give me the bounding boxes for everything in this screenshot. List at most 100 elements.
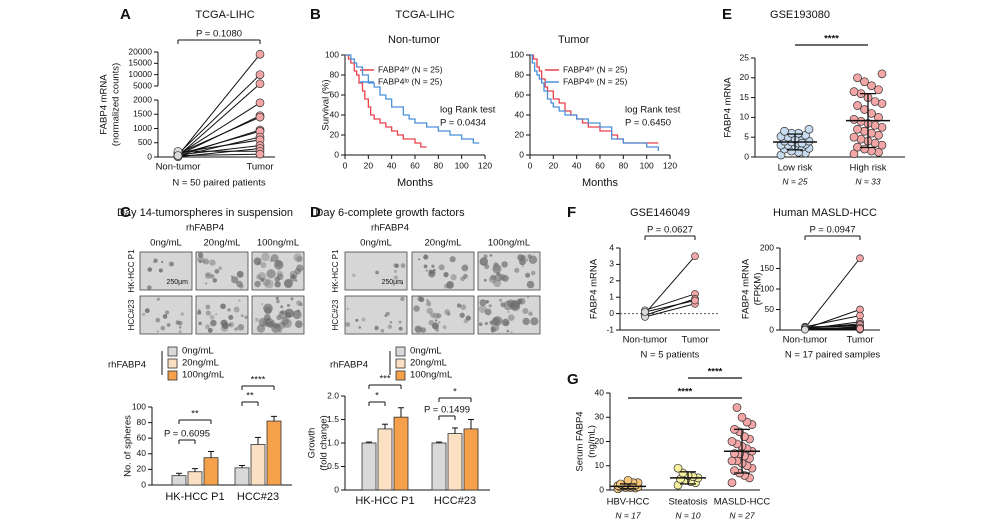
sphere bbox=[175, 320, 180, 325]
panel-title: TCGA-LIHC bbox=[395, 9, 454, 21]
sphere bbox=[209, 259, 216, 266]
sphere bbox=[423, 254, 429, 260]
sphere bbox=[436, 313, 442, 319]
sphere bbox=[147, 285, 152, 290]
data-point bbox=[856, 324, 864, 333]
legend-swatch bbox=[395, 346, 406, 357]
bar bbox=[171, 475, 187, 486]
sphere bbox=[256, 324, 266, 333]
y-tick-label: 20 bbox=[740, 72, 750, 82]
data-point bbox=[860, 77, 869, 87]
y-tick-label: 0 bbox=[334, 484, 339, 494]
sphere bbox=[220, 303, 226, 310]
panel-letter: E bbox=[722, 6, 732, 23]
sphere bbox=[447, 312, 451, 316]
sphere bbox=[510, 331, 513, 334]
panel-title: Day 14-tumorspheres in suspension bbox=[117, 207, 293, 219]
sphere bbox=[490, 274, 497, 281]
legend-title: rhFABP4 bbox=[330, 360, 368, 371]
x-axis-label: Months bbox=[397, 177, 434, 189]
significance-label: P = 0.6095 bbox=[164, 429, 210, 440]
sphere bbox=[263, 314, 271, 321]
y-axis-label: No. of spheres bbox=[123, 415, 134, 477]
sphere bbox=[231, 276, 239, 284]
data-point bbox=[727, 437, 737, 446]
legend-label: FABP4ˡᵒ (N = 25) bbox=[378, 76, 442, 86]
legend-label: FABP4ʰⁱ (N = 25) bbox=[563, 64, 628, 74]
y-tick-label: 0 bbox=[769, 324, 774, 334]
y-axis-label: FABP4 mRNA bbox=[741, 258, 752, 319]
sphere bbox=[274, 281, 281, 288]
sphere bbox=[423, 264, 428, 269]
x-tick-label: 40 bbox=[387, 160, 397, 170]
data-point bbox=[853, 101, 862, 110]
y-tick-label: 60 bbox=[137, 432, 147, 442]
row-label: HK-HCC P1 bbox=[331, 249, 340, 293]
y-tick-label: 0 bbox=[599, 484, 604, 494]
sphere bbox=[233, 306, 240, 313]
sphere bbox=[202, 261, 206, 264]
sphere bbox=[275, 296, 279, 300]
sphere bbox=[490, 323, 500, 332]
sphere bbox=[144, 308, 150, 314]
sphere bbox=[205, 310, 211, 316]
legend-label: FABP4ˡᵒ (N = 25) bbox=[563, 76, 627, 86]
data-point bbox=[860, 105, 869, 114]
y-tick-label: 20 bbox=[595, 436, 605, 446]
sphere bbox=[400, 263, 406, 269]
sphere bbox=[460, 304, 467, 310]
x-tick-label: HBV-HCC bbox=[607, 497, 650, 508]
y-axis-label: (normalized counts) bbox=[111, 63, 122, 146]
sphere bbox=[434, 319, 438, 322]
y-tick-label: 40 bbox=[137, 448, 147, 458]
panel-letter: F bbox=[567, 204, 576, 221]
y-tick-label: 0 bbox=[334, 149, 339, 159]
x-tick-label: Tumor bbox=[681, 335, 708, 346]
data-point bbox=[867, 109, 876, 118]
y-tick-label: 100 bbox=[132, 401, 146, 411]
y-tick-label: 10 bbox=[595, 460, 605, 470]
significance-label: **** bbox=[708, 367, 723, 378]
sample-note: N = 10 bbox=[675, 510, 701, 520]
sphere bbox=[264, 279, 274, 289]
sphere bbox=[442, 325, 447, 329]
sphere bbox=[425, 269, 428, 272]
sphere bbox=[508, 314, 515, 321]
sphere bbox=[244, 315, 248, 320]
y-tick-label: 80 bbox=[137, 417, 147, 427]
sphere bbox=[489, 254, 493, 257]
sphere bbox=[293, 253, 302, 262]
sphere bbox=[238, 283, 244, 289]
sphere bbox=[400, 282, 404, 285]
sphere bbox=[261, 302, 264, 306]
y-tick-label: 10 bbox=[740, 112, 750, 122]
sphere bbox=[438, 264, 445, 271]
sphere bbox=[214, 269, 220, 274]
sphere bbox=[205, 304, 211, 310]
sphere bbox=[438, 321, 441, 324]
legend-title: rhFABP4 bbox=[108, 360, 146, 371]
survival-curve bbox=[345, 54, 480, 144]
sphere bbox=[276, 299, 280, 304]
sphere bbox=[398, 320, 402, 324]
data-point bbox=[727, 478, 737, 488]
sphere bbox=[489, 320, 494, 325]
sphere bbox=[400, 296, 405, 302]
sphere bbox=[484, 263, 490, 270]
sphere bbox=[345, 322, 351, 327]
sphere bbox=[465, 315, 471, 321]
sphere bbox=[236, 270, 244, 278]
significance-label: P = 0.1080 bbox=[196, 29, 242, 40]
sphere bbox=[459, 312, 465, 318]
sphere bbox=[218, 266, 222, 271]
subtitle: Non-tumor bbox=[388, 34, 440, 46]
y-axis-label: FABP4 mRNA bbox=[723, 77, 734, 138]
sphere bbox=[260, 277, 265, 282]
sphere bbox=[519, 258, 526, 266]
sphere bbox=[516, 298, 523, 305]
pair-line bbox=[804, 315, 861, 328]
sphere bbox=[286, 303, 290, 307]
data-point bbox=[870, 97, 880, 106]
